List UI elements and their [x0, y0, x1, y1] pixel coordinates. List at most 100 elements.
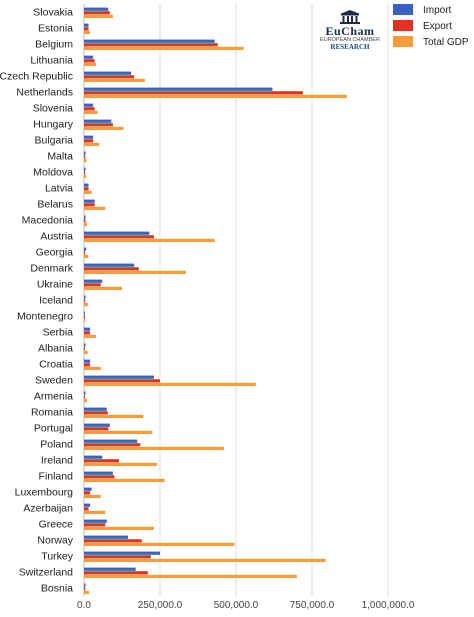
bar-total-gdp [84, 446, 224, 450]
bar-export [84, 475, 115, 479]
category-label: Lithuania [30, 55, 73, 67]
logo-research: RESEARCH [330, 43, 370, 51]
category-label: Iceland [39, 295, 73, 307]
bar-total-gdp [84, 366, 101, 370]
bar-import [84, 343, 86, 347]
category-label: Denmark [30, 263, 73, 275]
category-label: Armenia [34, 391, 73, 403]
bar-export [84, 187, 89, 191]
bar-import [84, 583, 86, 587]
building-icon [340, 10, 360, 24]
bar-total-gdp [84, 462, 157, 466]
legend-label-export: Export [423, 21, 452, 32]
x-tick-label: 0.0 [77, 600, 91, 611]
bar-import [84, 103, 94, 107]
category-label: Greece [39, 519, 74, 531]
category-label: Bulgaria [34, 135, 73, 147]
bar-export [84, 27, 89, 31]
category-label: Turkey [41, 551, 73, 563]
category-label: Montenegro [17, 311, 73, 323]
bar-total-gdp [84, 558, 326, 562]
category-label: Ireland [41, 455, 73, 467]
bar-import [84, 407, 107, 411]
bar-import [84, 535, 129, 539]
bar-export [84, 299, 86, 303]
legend: Import Export Total GDP [393, 4, 469, 48]
bar-import [84, 471, 113, 475]
bar-import [84, 295, 86, 299]
x-tick-label: 750,000.0 [290, 600, 335, 611]
bar-total-gdp [84, 14, 113, 18]
bar-export [84, 395, 85, 399]
bar-export [84, 443, 141, 447]
bar-total-gdp [84, 574, 297, 578]
bar-total-gdp [84, 254, 89, 258]
bar-total-gdp [84, 46, 244, 50]
category-label: Switzerland [19, 567, 73, 579]
bar-total-gdp [84, 238, 215, 242]
bar-import [84, 151, 86, 155]
bar-import [84, 71, 132, 75]
bar-total-gdp [84, 398, 88, 402]
bar-import [84, 263, 135, 267]
legend-label-import: Import [423, 5, 452, 16]
bar-export [84, 315, 85, 319]
bar-total-gdp [84, 542, 235, 546]
bar-export [84, 155, 86, 159]
bar-export [84, 139, 94, 143]
category-label: Latvia [45, 183, 73, 195]
bar-import [84, 135, 94, 139]
bar-export [84, 123, 113, 127]
bar-total-gdp [84, 318, 86, 322]
bar-export [84, 235, 154, 239]
bar-import [84, 23, 89, 27]
bar-import [84, 183, 89, 187]
category-label: Serbia [43, 327, 74, 339]
bar-total-gdp [84, 62, 97, 66]
category-label: Estonia [38, 23, 73, 35]
bar-export [84, 347, 85, 351]
category-label: Belgium [35, 39, 73, 51]
category-label: Ukraine [37, 279, 73, 291]
bar-import [84, 7, 109, 11]
bar-export [84, 91, 303, 95]
bar-total-gdp [84, 302, 88, 306]
legend-swatch-total-gdp [393, 36, 413, 47]
category-label: Moldova [33, 167, 73, 179]
bar-export [84, 219, 86, 223]
bar-total-gdp [84, 158, 87, 162]
bar-import [84, 423, 110, 427]
bar-export [84, 363, 91, 367]
bar-total-gdp [84, 270, 186, 274]
category-label: Belarus [37, 199, 73, 211]
bar-export [84, 251, 86, 255]
bars [84, 7, 347, 594]
category-label: Norway [37, 535, 73, 547]
bar-total-gdp [84, 190, 92, 194]
category-label: Portugal [34, 423, 73, 435]
logo-name: EuCham [325, 24, 375, 38]
bar-export [84, 171, 85, 175]
bar-import [84, 375, 154, 379]
bar-import [84, 87, 273, 91]
bar-import [84, 391, 86, 395]
category-label: Slovenia [33, 103, 73, 115]
category-label: Macedonia [22, 215, 74, 227]
bar-total-gdp [84, 494, 101, 498]
bar-import [84, 279, 103, 283]
legend-swatch-export [393, 20, 413, 31]
bar-total-gdp [84, 222, 88, 226]
category-label: Netherlands [16, 87, 73, 99]
bar-import [84, 359, 91, 363]
x-tick-label: 500,000.0 [214, 600, 259, 611]
bar-total-gdp [84, 174, 87, 178]
bar-import [84, 247, 87, 251]
bar-export [84, 59, 95, 63]
bar-total-gdp [84, 110, 98, 114]
legend-swatch-import [393, 4, 413, 15]
logo-subtitle: EUROPEAN CHAMBER [320, 37, 380, 43]
bar-export [84, 75, 135, 79]
bar-import [84, 455, 103, 459]
bar-total-gdp [84, 286, 122, 290]
